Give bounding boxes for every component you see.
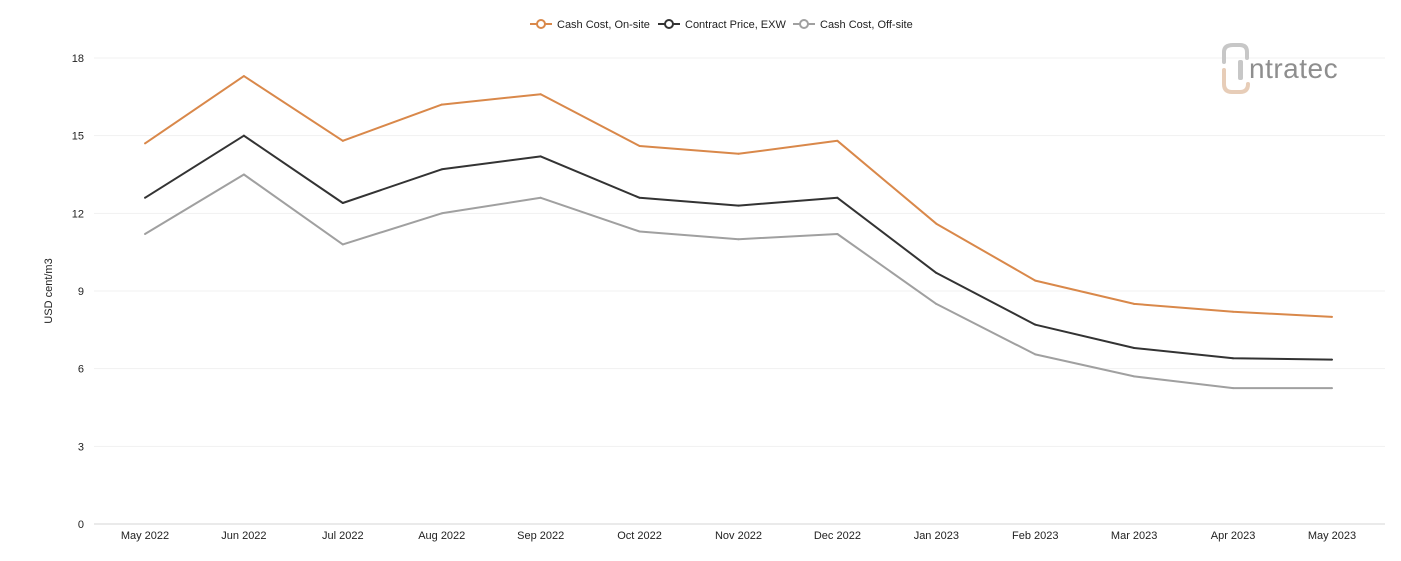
data-point <box>737 204 740 207</box>
legend-item[interactable]: Cash Cost, On-site <box>530 19 650 31</box>
x-tick-label: Jun 2022 <box>221 530 266 542</box>
x-tick-label: Sep 2022 <box>517 530 564 542</box>
legend-item[interactable]: Contract Price, EXW <box>658 19 786 31</box>
legend-marker <box>536 19 546 29</box>
data-point <box>1331 387 1333 390</box>
data-point <box>737 152 740 155</box>
data-point <box>242 134 245 137</box>
x-tick-label: Mar 2023 <box>1111 530 1157 542</box>
y-tick-label: 0 <box>78 519 84 531</box>
data-point <box>1331 315 1333 318</box>
legend-label: Cash Cost, Off-site <box>820 19 913 31</box>
data-point <box>1133 302 1136 305</box>
intratec-logo: ntratec <box>1222 43 1338 94</box>
data-point <box>1232 387 1235 390</box>
legend-label: Contract Price, EXW <box>685 19 786 31</box>
data-point <box>440 168 443 171</box>
y-tick-label: 15 <box>72 131 84 143</box>
data-point <box>341 201 344 204</box>
data-point <box>1034 353 1037 356</box>
logo-mark-top <box>1222 43 1249 64</box>
y-tick-label: 9 <box>78 286 84 298</box>
x-tick-label: Aug 2022 <box>418 530 465 542</box>
x-tick-label: Apr 2023 <box>1211 530 1256 542</box>
data-point <box>836 139 839 142</box>
data-point <box>1232 310 1235 313</box>
x-tick-label: Jan 2023 <box>914 530 959 542</box>
data-point <box>1133 346 1136 349</box>
y-tick-label: 18 <box>72 53 84 65</box>
legend-marker <box>799 19 809 29</box>
data-point <box>638 145 641 148</box>
series-line <box>144 75 1333 318</box>
x-tick-label: Oct 2022 <box>617 530 662 542</box>
data-point <box>242 173 245 176</box>
data-point <box>1034 279 1037 282</box>
data-point <box>638 196 641 199</box>
data-point <box>638 230 641 233</box>
logo-mark-stem <box>1238 60 1243 80</box>
series-lines <box>144 75 1333 390</box>
data-point <box>341 243 344 246</box>
data-point <box>144 233 146 236</box>
y-tick-label: 12 <box>72 208 84 220</box>
data-point <box>836 233 839 236</box>
data-point <box>1034 323 1037 326</box>
legend-marker <box>664 19 674 29</box>
data-point <box>539 93 542 96</box>
legend[interactable]: Cash Cost, On-site Contract Price, EXW Cas… <box>530 19 913 31</box>
y-tick-label: 6 <box>78 364 84 376</box>
data-point <box>836 196 839 199</box>
legend-label: Cash Cost, On-site <box>557 19 650 31</box>
x-axis-ticks: May 2022 Jun 2022 Jul 2022 Aug 2022 Sep 2022… <box>121 530 1356 542</box>
x-tick-label: Dec 2022 <box>814 530 861 542</box>
logo-mark-bottom <box>1222 68 1250 94</box>
data-point <box>737 238 740 241</box>
series-line <box>144 134 1333 361</box>
data-point <box>935 222 938 225</box>
data-point <box>440 212 443 215</box>
x-tick-label: May 2023 <box>1308 530 1356 542</box>
y-axis-ticks: 0 3 6 9 12 15 18 <box>72 53 84 531</box>
data-point <box>440 103 443 106</box>
data-point <box>341 139 344 142</box>
data-point <box>242 75 245 78</box>
data-point <box>144 142 146 145</box>
data-point <box>144 196 146 199</box>
data-point <box>935 302 938 305</box>
data-point <box>539 196 542 199</box>
x-tick-label: Jul 2022 <box>322 530 364 542</box>
y-axis-title: USD cent/m3 <box>43 258 55 323</box>
data-point <box>1232 357 1235 360</box>
data-point <box>1331 358 1333 361</box>
data-point <box>1133 375 1136 378</box>
legend-item[interactable]: Cash Cost, Off-site <box>793 19 913 31</box>
x-tick-label: May 2022 <box>121 530 169 542</box>
y-tick-label: 3 <box>78 441 84 453</box>
x-tick-label: Feb 2023 <box>1012 530 1058 542</box>
data-point <box>539 155 542 158</box>
data-point <box>935 271 938 274</box>
x-tick-label: Nov 2022 <box>715 530 762 542</box>
gridlines <box>94 57 1385 525</box>
logo-text: ntratec <box>1249 53 1338 84</box>
